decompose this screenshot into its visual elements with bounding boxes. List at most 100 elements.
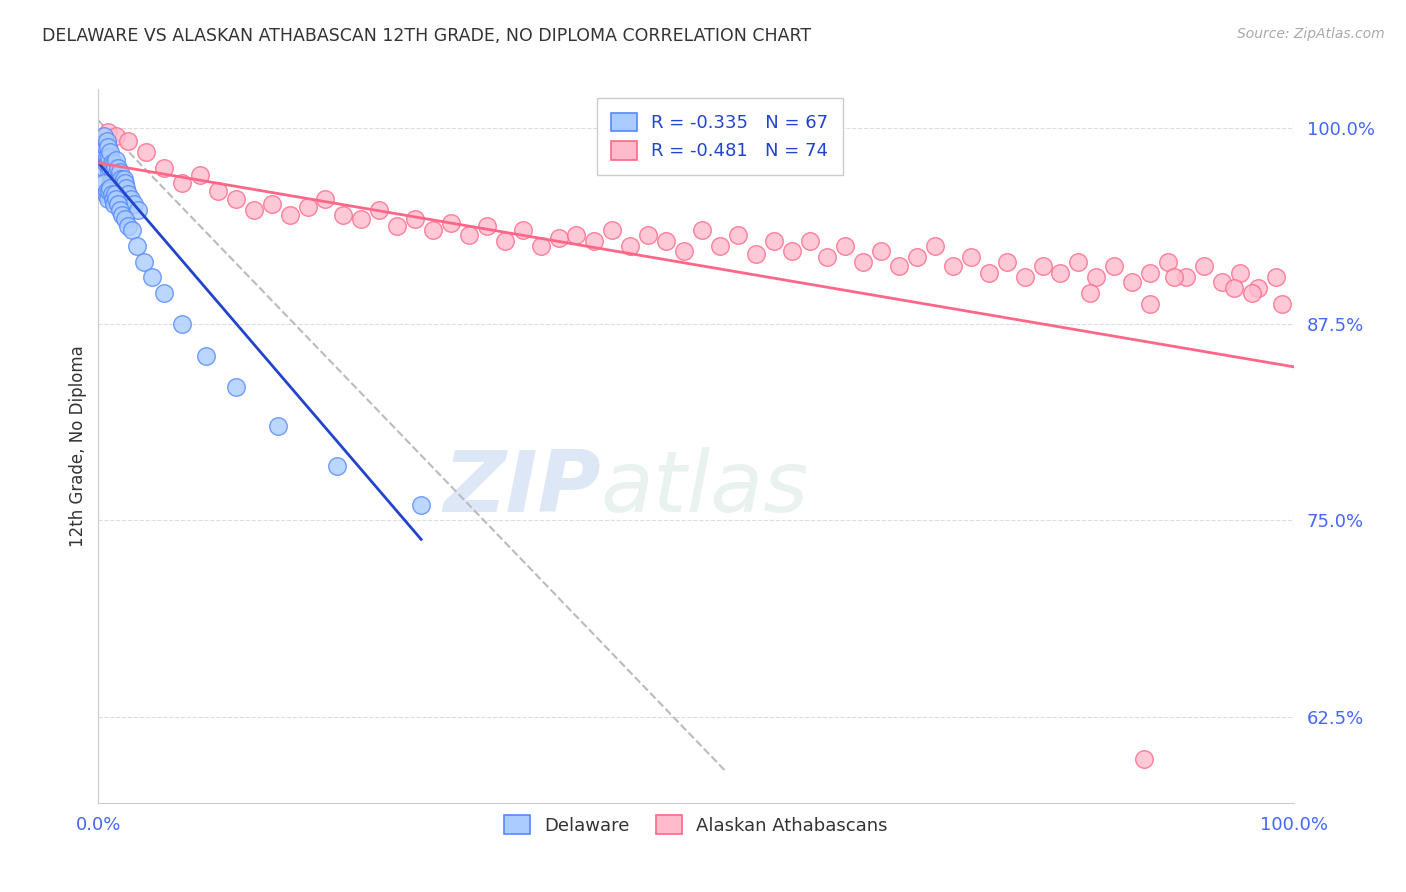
Point [172, 318, 194, 332]
Point [97, 192, 120, 206]
Point [153, 286, 176, 301]
Point [188, 169, 211, 183]
Point [117, 219, 139, 233]
Y-axis label: 12th Grade, No Diploma: 12th Grade, No Diploma [69, 345, 87, 547]
Point [103, 196, 125, 211]
Point [1163, 270, 1185, 285]
Point [960, 250, 983, 264]
Point [1014, 270, 1036, 285]
Point [815, 250, 838, 264]
Point [105, 129, 128, 144]
Point [117, 187, 139, 202]
Point [103, 156, 125, 170]
Point [297, 200, 319, 214]
Point [475, 219, 498, 233]
Point [115, 181, 138, 195]
Point [1192, 260, 1215, 274]
Point [1264, 270, 1286, 285]
Point [98, 145, 122, 159]
Point [440, 215, 463, 229]
Point [278, 208, 301, 222]
Point [905, 250, 928, 264]
Point [132, 254, 155, 268]
Point [96, 150, 118, 164]
Point [512, 223, 534, 237]
Point [104, 176, 127, 190]
Point [117, 134, 139, 148]
Point [350, 212, 373, 227]
Text: Source: ZipAtlas.com: Source: ZipAtlas.com [1237, 27, 1385, 41]
Point [153, 161, 176, 175]
Point [124, 196, 146, 211]
Point [709, 239, 731, 253]
Point [108, 176, 131, 190]
Point [1271, 297, 1294, 311]
Point [111, 208, 134, 222]
Point [108, 202, 131, 217]
Point [637, 228, 659, 243]
Point [870, 244, 893, 258]
Point [315, 192, 337, 206]
Point [690, 223, 713, 237]
Point [1049, 266, 1071, 280]
Point [780, 244, 803, 258]
Point [924, 239, 946, 253]
Point [97, 124, 120, 138]
Point [834, 239, 856, 253]
Point [120, 192, 142, 206]
Point [547, 231, 569, 245]
Point [411, 498, 433, 512]
Point [101, 192, 124, 206]
Point [104, 161, 127, 175]
Point [458, 228, 481, 243]
Point [762, 235, 785, 249]
Point [110, 171, 132, 186]
Point [1157, 254, 1180, 268]
Point [105, 192, 128, 206]
Point [995, 254, 1018, 268]
Point [1085, 270, 1108, 285]
Legend: Delaware, Alaskan Athabascans: Delaware, Alaskan Athabascans [495, 806, 897, 844]
Point [385, 219, 409, 233]
Point [101, 165, 124, 179]
Point [207, 184, 229, 198]
Point [125, 239, 148, 253]
Point [852, 254, 875, 268]
Point [583, 235, 606, 249]
Point [655, 235, 678, 249]
Point [108, 165, 131, 179]
Point [977, 266, 1000, 280]
Point [127, 202, 149, 217]
Point [94, 187, 117, 202]
Point [889, 260, 911, 274]
Point [727, 228, 749, 243]
Point [94, 156, 117, 170]
Point [619, 239, 641, 253]
Point [98, 184, 121, 198]
Point [107, 196, 129, 211]
Text: atlas: atlas [600, 447, 808, 531]
Point [1175, 270, 1198, 285]
Point [100, 171, 122, 186]
Point [93, 176, 115, 190]
Point [91, 145, 114, 159]
Point [105, 169, 128, 183]
Text: ZIP: ZIP [443, 447, 600, 531]
Point [1104, 260, 1126, 274]
Point [267, 419, 290, 434]
Point [107, 161, 129, 175]
Point [93, 129, 115, 144]
Point [105, 153, 128, 167]
Point [114, 176, 136, 190]
Point [602, 223, 624, 237]
Point [1032, 260, 1054, 274]
Point [100, 187, 122, 202]
Point [98, 161, 122, 175]
Point [1067, 254, 1090, 268]
Point [90, 137, 112, 152]
Point [172, 176, 194, 190]
Point [121, 223, 143, 237]
Point [141, 270, 163, 285]
Point [114, 212, 136, 227]
Point [98, 165, 121, 179]
